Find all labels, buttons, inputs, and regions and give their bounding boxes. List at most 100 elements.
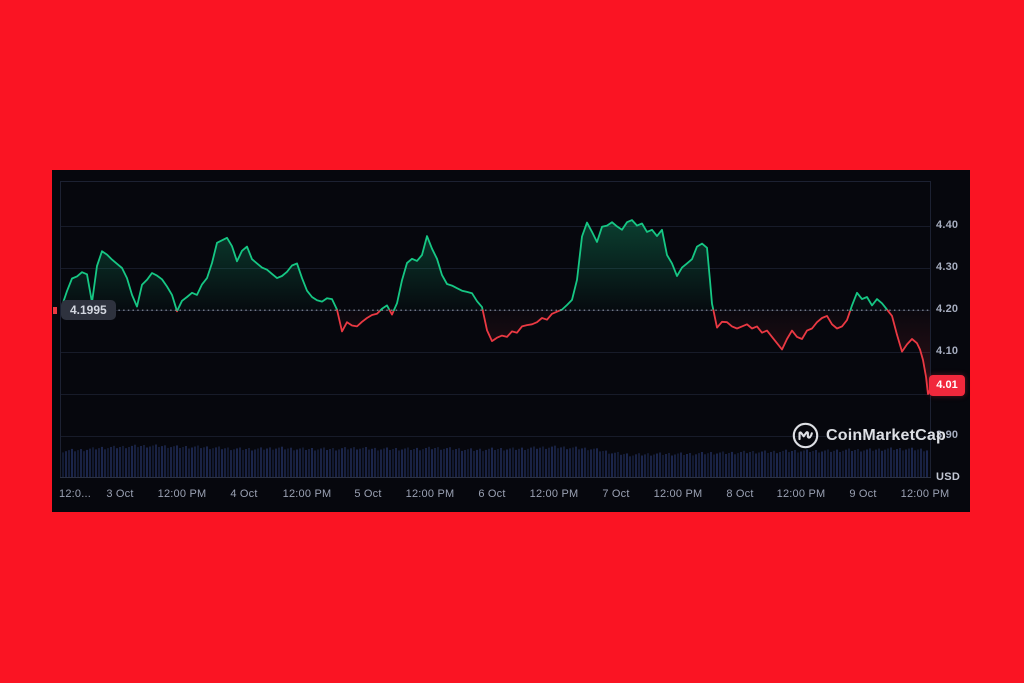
volume-bar bbox=[374, 447, 376, 477]
volume-bar bbox=[524, 450, 526, 477]
volume-bar bbox=[551, 446, 553, 477]
volume-bar bbox=[866, 449, 868, 477]
volume-bar bbox=[395, 448, 397, 477]
volume-bar bbox=[413, 449, 415, 477]
volume-bar bbox=[254, 449, 256, 477]
volume-bar bbox=[131, 445, 133, 477]
volume-bar bbox=[902, 450, 904, 477]
volume-bar bbox=[554, 445, 556, 477]
volume-bar bbox=[149, 446, 151, 477]
volume-bar bbox=[875, 449, 877, 477]
volume-bar bbox=[425, 448, 427, 477]
volume-bar bbox=[326, 450, 328, 477]
volume-bar bbox=[416, 447, 418, 477]
volume-bar bbox=[821, 451, 823, 477]
volume-bar bbox=[89, 448, 91, 477]
volume-bar bbox=[632, 455, 634, 477]
volume-bar bbox=[242, 450, 244, 477]
volume-bar bbox=[845, 449, 847, 477]
volume-bar bbox=[719, 452, 721, 477]
price-line-down bbox=[336, 309, 382, 333]
volume-bar bbox=[605, 450, 607, 477]
volume-bar bbox=[446, 448, 448, 477]
volume-bar bbox=[62, 452, 64, 477]
x-axis-label: 12:00 PM bbox=[776, 488, 826, 500]
volume-bar bbox=[146, 447, 148, 477]
watermark-text: CoinMarketCap bbox=[826, 426, 946, 444]
volume-bar bbox=[488, 448, 490, 477]
volume-bar bbox=[680, 452, 682, 477]
price-line-up bbox=[849, 291, 889, 312]
volume-bar bbox=[911, 447, 913, 477]
volume-bar bbox=[665, 454, 667, 477]
volume-bar bbox=[167, 447, 169, 477]
price-plot-svg[interactable] bbox=[60, 181, 931, 478]
volume-bar bbox=[113, 445, 115, 477]
volume-bar bbox=[521, 447, 523, 477]
price-area-up bbox=[393, 236, 483, 311]
volume-bar bbox=[479, 448, 481, 477]
volume-bar bbox=[683, 455, 685, 477]
volume-bar bbox=[332, 448, 334, 477]
volume-bar bbox=[485, 449, 487, 477]
volume-bar bbox=[824, 450, 826, 477]
price-area-down bbox=[713, 310, 851, 350]
volume-bar bbox=[317, 449, 319, 477]
volume-bar bbox=[905, 449, 907, 477]
volume-bar bbox=[596, 448, 598, 477]
x-axis-label: 3 Oct bbox=[106, 488, 134, 500]
volume-bar bbox=[470, 448, 472, 477]
volume-bar bbox=[158, 447, 160, 477]
volume-bar bbox=[119, 447, 121, 477]
volume-bar bbox=[626, 453, 628, 477]
y-axis-label: 4.40 bbox=[936, 219, 959, 231]
volume-bar bbox=[563, 446, 565, 477]
volume-bar bbox=[581, 448, 583, 477]
volume-bar bbox=[101, 446, 103, 477]
volume-bar bbox=[599, 451, 601, 477]
price-line-down bbox=[886, 309, 931, 395]
volume-bar bbox=[707, 453, 709, 477]
volume-bar bbox=[653, 454, 655, 477]
volume-bar bbox=[878, 448, 880, 477]
volume-bar bbox=[644, 454, 646, 477]
volume-bar bbox=[809, 452, 811, 477]
volume-bar bbox=[767, 453, 769, 477]
volume-bar bbox=[152, 445, 154, 477]
x-axis-label: 12:00 PM bbox=[653, 488, 703, 500]
unit-label: USD bbox=[936, 471, 961, 483]
coinmarketcap-logo-icon bbox=[792, 422, 819, 449]
volume-bar bbox=[815, 450, 817, 477]
price-plot[interactable] bbox=[60, 181, 931, 478]
volume-bar bbox=[740, 452, 742, 477]
volume-bar bbox=[704, 454, 706, 477]
price-line-up bbox=[61, 250, 178, 312]
volume-bar bbox=[455, 449, 457, 477]
volume-bar bbox=[185, 446, 187, 477]
y-axis-label: 4.20 bbox=[936, 303, 959, 315]
baseline-marker bbox=[53, 307, 57, 314]
volume-bar bbox=[407, 447, 409, 477]
volume-bar bbox=[233, 449, 235, 477]
x-axis-label: 7 Oct bbox=[602, 488, 630, 500]
volume-bar bbox=[926, 450, 928, 477]
volume-bar bbox=[542, 446, 544, 477]
volume-bar bbox=[923, 451, 925, 477]
volume-bar bbox=[695, 454, 697, 477]
volume-bar bbox=[320, 448, 322, 477]
volume-bar bbox=[176, 445, 178, 477]
volume-bar bbox=[245, 449, 247, 477]
volume-bar bbox=[431, 449, 433, 477]
volume-bar bbox=[209, 449, 211, 477]
volume-bar bbox=[230, 450, 232, 477]
volume-bar bbox=[386, 447, 388, 477]
volume-bar bbox=[107, 448, 109, 477]
volume-bar bbox=[788, 452, 790, 477]
volume-bar bbox=[74, 451, 76, 477]
volume-bar bbox=[872, 450, 874, 477]
volume-bar bbox=[377, 450, 379, 477]
volume-bar bbox=[278, 447, 280, 477]
price-line-up bbox=[559, 219, 715, 312]
volume-bar bbox=[914, 450, 916, 477]
